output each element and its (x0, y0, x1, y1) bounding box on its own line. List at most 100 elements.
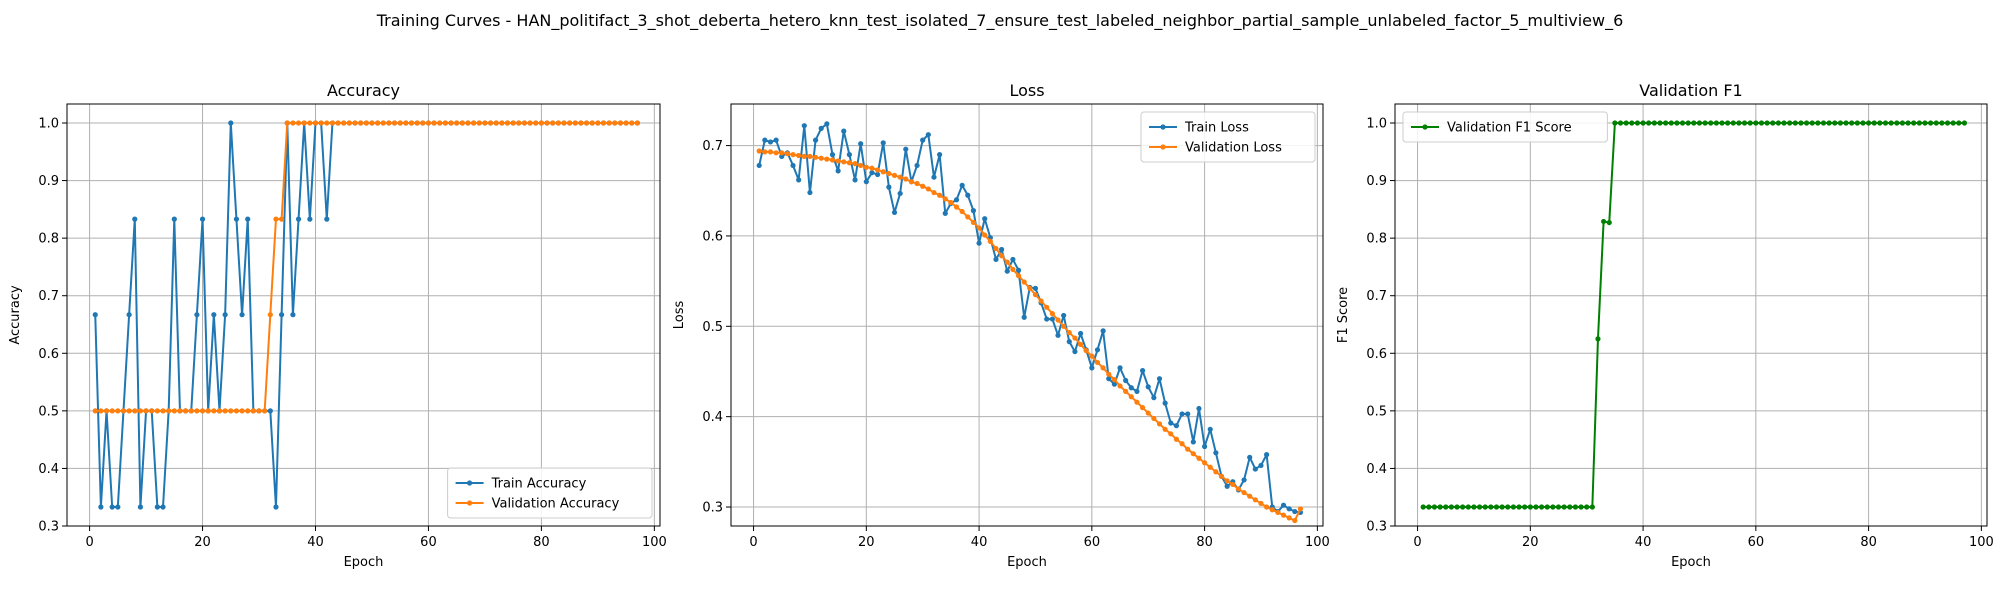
accuracy-ytick-label: 1.0 (38, 116, 59, 131)
loss-data-point (1094, 347, 1101, 353)
loss-data-point (1275, 509, 1281, 516)
loss-legend-label: Train Loss (1184, 121, 1249, 136)
accuracy-data-point (233, 408, 240, 414)
accuracy-data-point (183, 408, 189, 414)
accuracy-data-point (199, 216, 206, 222)
f1-data-point (1961, 120, 1968, 126)
loss-data-point (1072, 335, 1078, 341)
loss-data-point (1224, 478, 1230, 484)
accuracy-ytick-label: 0.8 (38, 232, 59, 247)
f1-data-point (1578, 504, 1584, 510)
f1-data-point (1787, 120, 1793, 126)
accuracy-data-point (363, 120, 369, 126)
f1-xtick-label: 40 (1635, 535, 1652, 550)
loss-xtick-label: 40 (971, 535, 988, 550)
f1-data-point (1696, 120, 1703, 126)
loss-data-point (858, 162, 864, 169)
accuracy-data-point (341, 120, 347, 126)
loss-data-point (1213, 450, 1219, 456)
f1-data-point (1634, 120, 1641, 126)
accuracy-data-point (375, 120, 381, 126)
accuracy-data-point (493, 120, 499, 126)
loss-data-point (841, 159, 847, 165)
loss-data-point (1134, 388, 1140, 394)
loss-legend-marker (1160, 124, 1166, 130)
f1-data-point (1939, 120, 1945, 126)
accuracy-data-point (267, 312, 273, 318)
accuracy-data-point (120, 408, 127, 414)
loss-xlabel: Epoch (1007, 555, 1047, 570)
f1-data-point (1679, 120, 1686, 126)
loss-data-point (1162, 400, 1168, 406)
accuracy-legend-marker (467, 500, 473, 506)
f1-data-point (1860, 120, 1866, 126)
accuracy-data-point (482, 120, 488, 126)
f1-data-point (1928, 120, 1934, 126)
loss-data-point (1015, 267, 1022, 273)
loss-data-point (1264, 452, 1270, 458)
loss-data-point (1100, 365, 1106, 371)
accuracy-data-point (216, 408, 223, 414)
accuracy-data-point (471, 120, 477, 126)
accuracy-panel: 0 20 40 60 80 100 0.3 0.4 0.5 0.6 0.7 0.8 0.9 1.0 Accu… (8, 81, 667, 570)
loss-legend-box (1140, 111, 1316, 163)
loss-data-point (1213, 469, 1219, 475)
accuracy-data-point (245, 216, 251, 222)
loss-data-point (970, 208, 977, 214)
accuracy-legend: Train Accuracy Validation Accuracy (447, 467, 653, 519)
f1-data-point (1950, 120, 1956, 126)
accuracy-ytick-label: 0.6 (38, 347, 59, 362)
f1-data-point (1651, 120, 1657, 126)
accuracy-data-point (239, 312, 245, 318)
accuracy-data-point (307, 216, 313, 222)
loss-data-point (1247, 454, 1253, 460)
loss-data-point (1021, 314, 1027, 320)
f1-legend-label: Validation F1 Score (1447, 121, 1572, 136)
accuracy-data-point (459, 120, 465, 126)
loss-legend-label: Validation Loss (1185, 141, 1282, 156)
loss-data-point (1021, 279, 1027, 285)
f1-data-point (1803, 120, 1810, 126)
accuracy-data-point (476, 120, 482, 126)
loss-data-point (953, 204, 960, 210)
accuracy-data-point (273, 216, 279, 222)
accuracy-data-point (465, 120, 471, 126)
accuracy-data-point (233, 216, 240, 222)
f1-data-point (1454, 504, 1460, 510)
accuracy-data-point (267, 408, 273, 414)
loss-data-point (1269, 507, 1275, 513)
f1-xtick-label: 60 (1748, 535, 1765, 550)
loss-data-point (869, 170, 875, 176)
f1-data-point (1555, 504, 1562, 510)
f1-ytick-label: 0.9 (1366, 174, 1387, 189)
accuracy-data-point (612, 120, 618, 126)
loss-data-point (959, 208, 965, 215)
loss-axes-frame (730, 103, 1324, 527)
f1-data-point (1640, 120, 1646, 126)
loss-data-point (1162, 426, 1168, 432)
accuracy-data-point (166, 408, 172, 414)
loss-data-point (779, 153, 785, 160)
loss-data-point (1173, 436, 1180, 442)
loss-data-point (1156, 376, 1163, 382)
f1-data-point (1465, 504, 1471, 510)
f1-data-point (1826, 120, 1832, 126)
accuracy-data-point (437, 120, 443, 126)
loss-data-point (874, 171, 881, 178)
accuracy-data-point (623, 120, 629, 126)
loss-data-point (1247, 493, 1253, 499)
f1-data-point (1476, 504, 1483, 510)
accuracy-data-point (318, 120, 324, 126)
loss-data-point (858, 141, 864, 147)
loss-data-point (1168, 420, 1174, 426)
accuracy-data-point (358, 120, 364, 126)
loss-data-point (807, 153, 813, 160)
loss-data-point (818, 155, 824, 161)
loss-data-point (1202, 460, 1208, 466)
accuracy-data-point (431, 120, 437, 126)
loss-xtick-label: 100 (1305, 535, 1330, 550)
accuracy-xtick-label: 100 (642, 535, 667, 550)
f1-xtick-label: 100 (1969, 535, 1994, 550)
loss-data-point (953, 197, 960, 203)
f1-panel: 0 20 40 60 80 100 0.3 0.4 0.5 0.6 0.7 0.8 0.9 1.0 Vali… (1336, 81, 1994, 570)
